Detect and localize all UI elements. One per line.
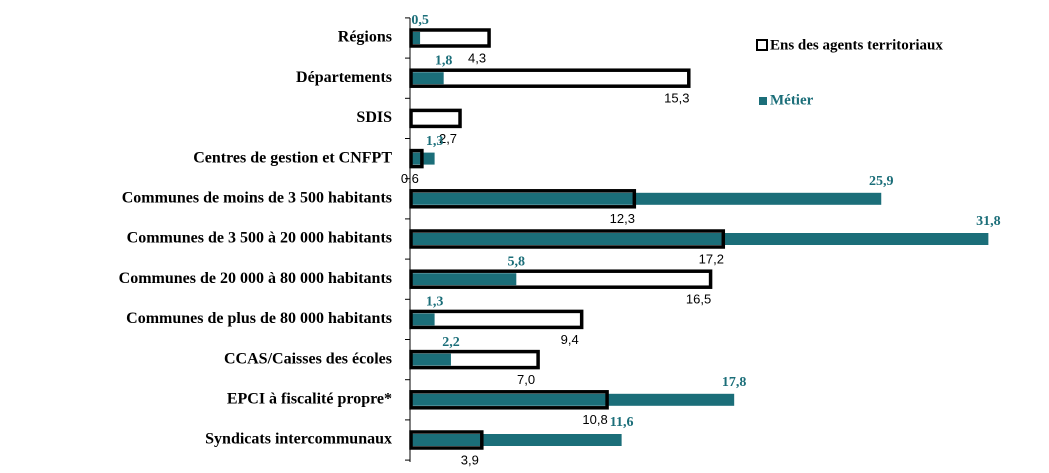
data-label: 9,4 (561, 332, 579, 347)
data-label: 1,3 (426, 295, 444, 310)
data-label: 17,8 (722, 375, 747, 390)
data-label: 25,9 (869, 174, 894, 189)
bar-outline (409, 68, 691, 88)
bar (411, 70, 689, 87)
data-label: 17,2 (699, 251, 724, 266)
bar-outline (409, 229, 726, 249)
bar-outline (409, 189, 637, 209)
category-label: Communes de plus de 80 000 habitants (126, 310, 392, 327)
bar-outline (409, 108, 462, 129)
bar (411, 353, 451, 366)
category-label: Communes de moins de 3 500 habitants (122, 189, 392, 206)
data-label: 10,8 (582, 412, 607, 427)
data-label: 16,5 (686, 292, 711, 307)
data-label: 0,6 (401, 171, 419, 186)
data-label: 1,8 (435, 53, 453, 68)
legend-swatch (756, 39, 768, 51)
bar-outline (409, 390, 609, 410)
category-label: Communes de 20 000 à 80 000 habitants (119, 270, 392, 287)
bar (411, 32, 421, 44)
data-label: 12,3 (610, 211, 635, 226)
legend-label: Ens des agents territoriaux (770, 37, 943, 53)
legend-swatch (759, 97, 767, 105)
legend-label: Métier (770, 92, 814, 108)
category-label: Centres de gestion et CNFPT (193, 149, 392, 166)
category-label: Départements (296, 69, 392, 86)
data-label: 2,2 (442, 335, 460, 350)
category-label: Syndicats intercommunaux (205, 431, 392, 448)
data-label: 11,6 (610, 415, 634, 430)
bar (411, 311, 582, 328)
category-label: SDIS (356, 109, 392, 126)
data-label: 31,8 (976, 214, 1001, 229)
bar-outline (409, 430, 484, 450)
data-label: 3,9 (461, 452, 479, 467)
category-label: CCAS/Caisses des écoles (224, 350, 392, 367)
data-label: 1,3 (426, 134, 444, 149)
data-label: 15,3 (664, 91, 689, 106)
category-label: EPCI à fiscalité propre* (227, 390, 392, 407)
bar (411, 110, 461, 127)
bar (411, 72, 444, 85)
category-label: Régions (338, 29, 392, 46)
data-label: 7,0 (517, 372, 535, 387)
bar-outline (409, 28, 491, 48)
bar (411, 313, 435, 326)
bar (411, 192, 882, 205)
data-label: 4,3 (468, 50, 486, 65)
bar (411, 30, 490, 46)
bar (411, 233, 989, 245)
category-label: Communes de 3 500 à 20 000 habitants (127, 230, 392, 247)
data-label: 2,7 (439, 131, 457, 146)
bar (411, 434, 622, 446)
bar-outline (409, 349, 540, 370)
bar-outline (409, 309, 584, 330)
bar-outline (409, 269, 713, 289)
data-label: 5,8 (508, 254, 526, 269)
bar (411, 273, 517, 286)
bar (411, 393, 735, 406)
bar-outline (409, 148, 424, 169)
data-label: 0,5 (411, 13, 429, 28)
